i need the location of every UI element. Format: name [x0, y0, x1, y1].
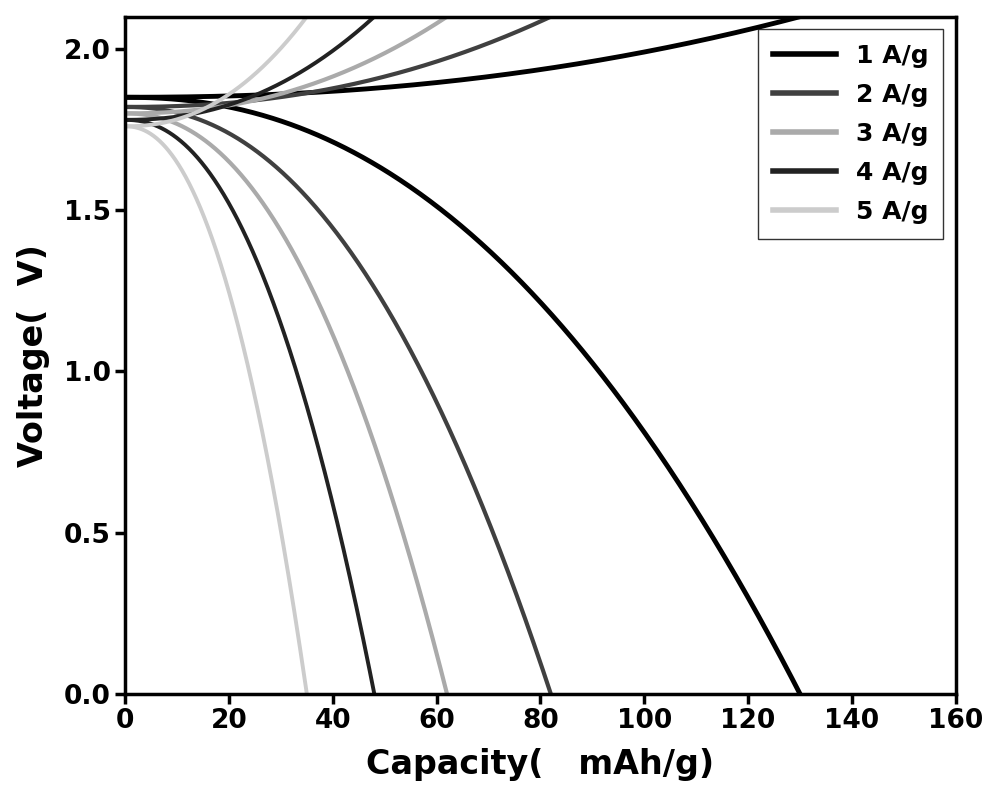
1 A/g	[424, 78, 436, 88]
Line: 4 A/g: 4 A/g	[125, 17, 374, 120]
1 A/g	[627, 49, 639, 59]
5 A/g	[166, 116, 178, 125]
1 A/g	[293, 89, 305, 98]
3 A/g	[441, 12, 453, 22]
3 A/g	[119, 109, 131, 118]
2 A/g	[545, 12, 557, 22]
2 A/g	[312, 86, 324, 96]
4 A/g	[368, 12, 380, 22]
5 A/g	[151, 119, 163, 128]
1 A/g	[794, 12, 806, 22]
Legend: 1 A/g, 2 A/g, 3 A/g, 4 A/g, 5 A/g: 1 A/g, 2 A/g, 3 A/g, 4 A/g, 5 A/g	[758, 30, 943, 239]
Y-axis label: Voltage(  V): Voltage( V)	[17, 244, 50, 467]
4 A/g	[307, 60, 319, 69]
5 A/g	[301, 12, 313, 22]
2 A/g	[229, 97, 241, 107]
5 A/g	[256, 63, 268, 73]
Line: 5 A/g: 5 A/g	[125, 17, 307, 126]
4 A/g	[163, 113, 175, 122]
3 A/g	[334, 69, 346, 78]
4 A/g	[119, 115, 131, 124]
3 A/g	[202, 104, 214, 113]
1 A/g	[517, 67, 529, 77]
1 A/g	[570, 59, 582, 69]
5 A/g	[226, 87, 238, 97]
5 A/g	[201, 102, 213, 112]
5 A/g	[240, 77, 252, 86]
2 A/g	[440, 53, 452, 63]
3 A/g	[265, 92, 277, 101]
1 A/g	[119, 93, 131, 102]
1 A/g	[239, 91, 251, 101]
Line: 3 A/g: 3 A/g	[125, 17, 447, 113]
2 A/g	[403, 65, 415, 74]
4 A/g	[232, 97, 244, 107]
3 A/g	[309, 78, 321, 88]
2 A/g	[194, 101, 206, 110]
3 A/g	[361, 57, 373, 66]
2 A/g	[119, 102, 131, 112]
5 A/g	[119, 121, 131, 131]
4 A/g	[183, 110, 195, 120]
Line: 2 A/g: 2 A/g	[125, 17, 551, 107]
3 A/g	[176, 106, 188, 116]
4 A/g	[286, 73, 298, 82]
Line: 1 A/g: 1 A/g	[125, 17, 800, 97]
4 A/g	[266, 83, 278, 93]
X-axis label: Capacity(   mAh/g): Capacity( mAh/g)	[366, 749, 714, 781]
2 A/g	[370, 74, 382, 84]
